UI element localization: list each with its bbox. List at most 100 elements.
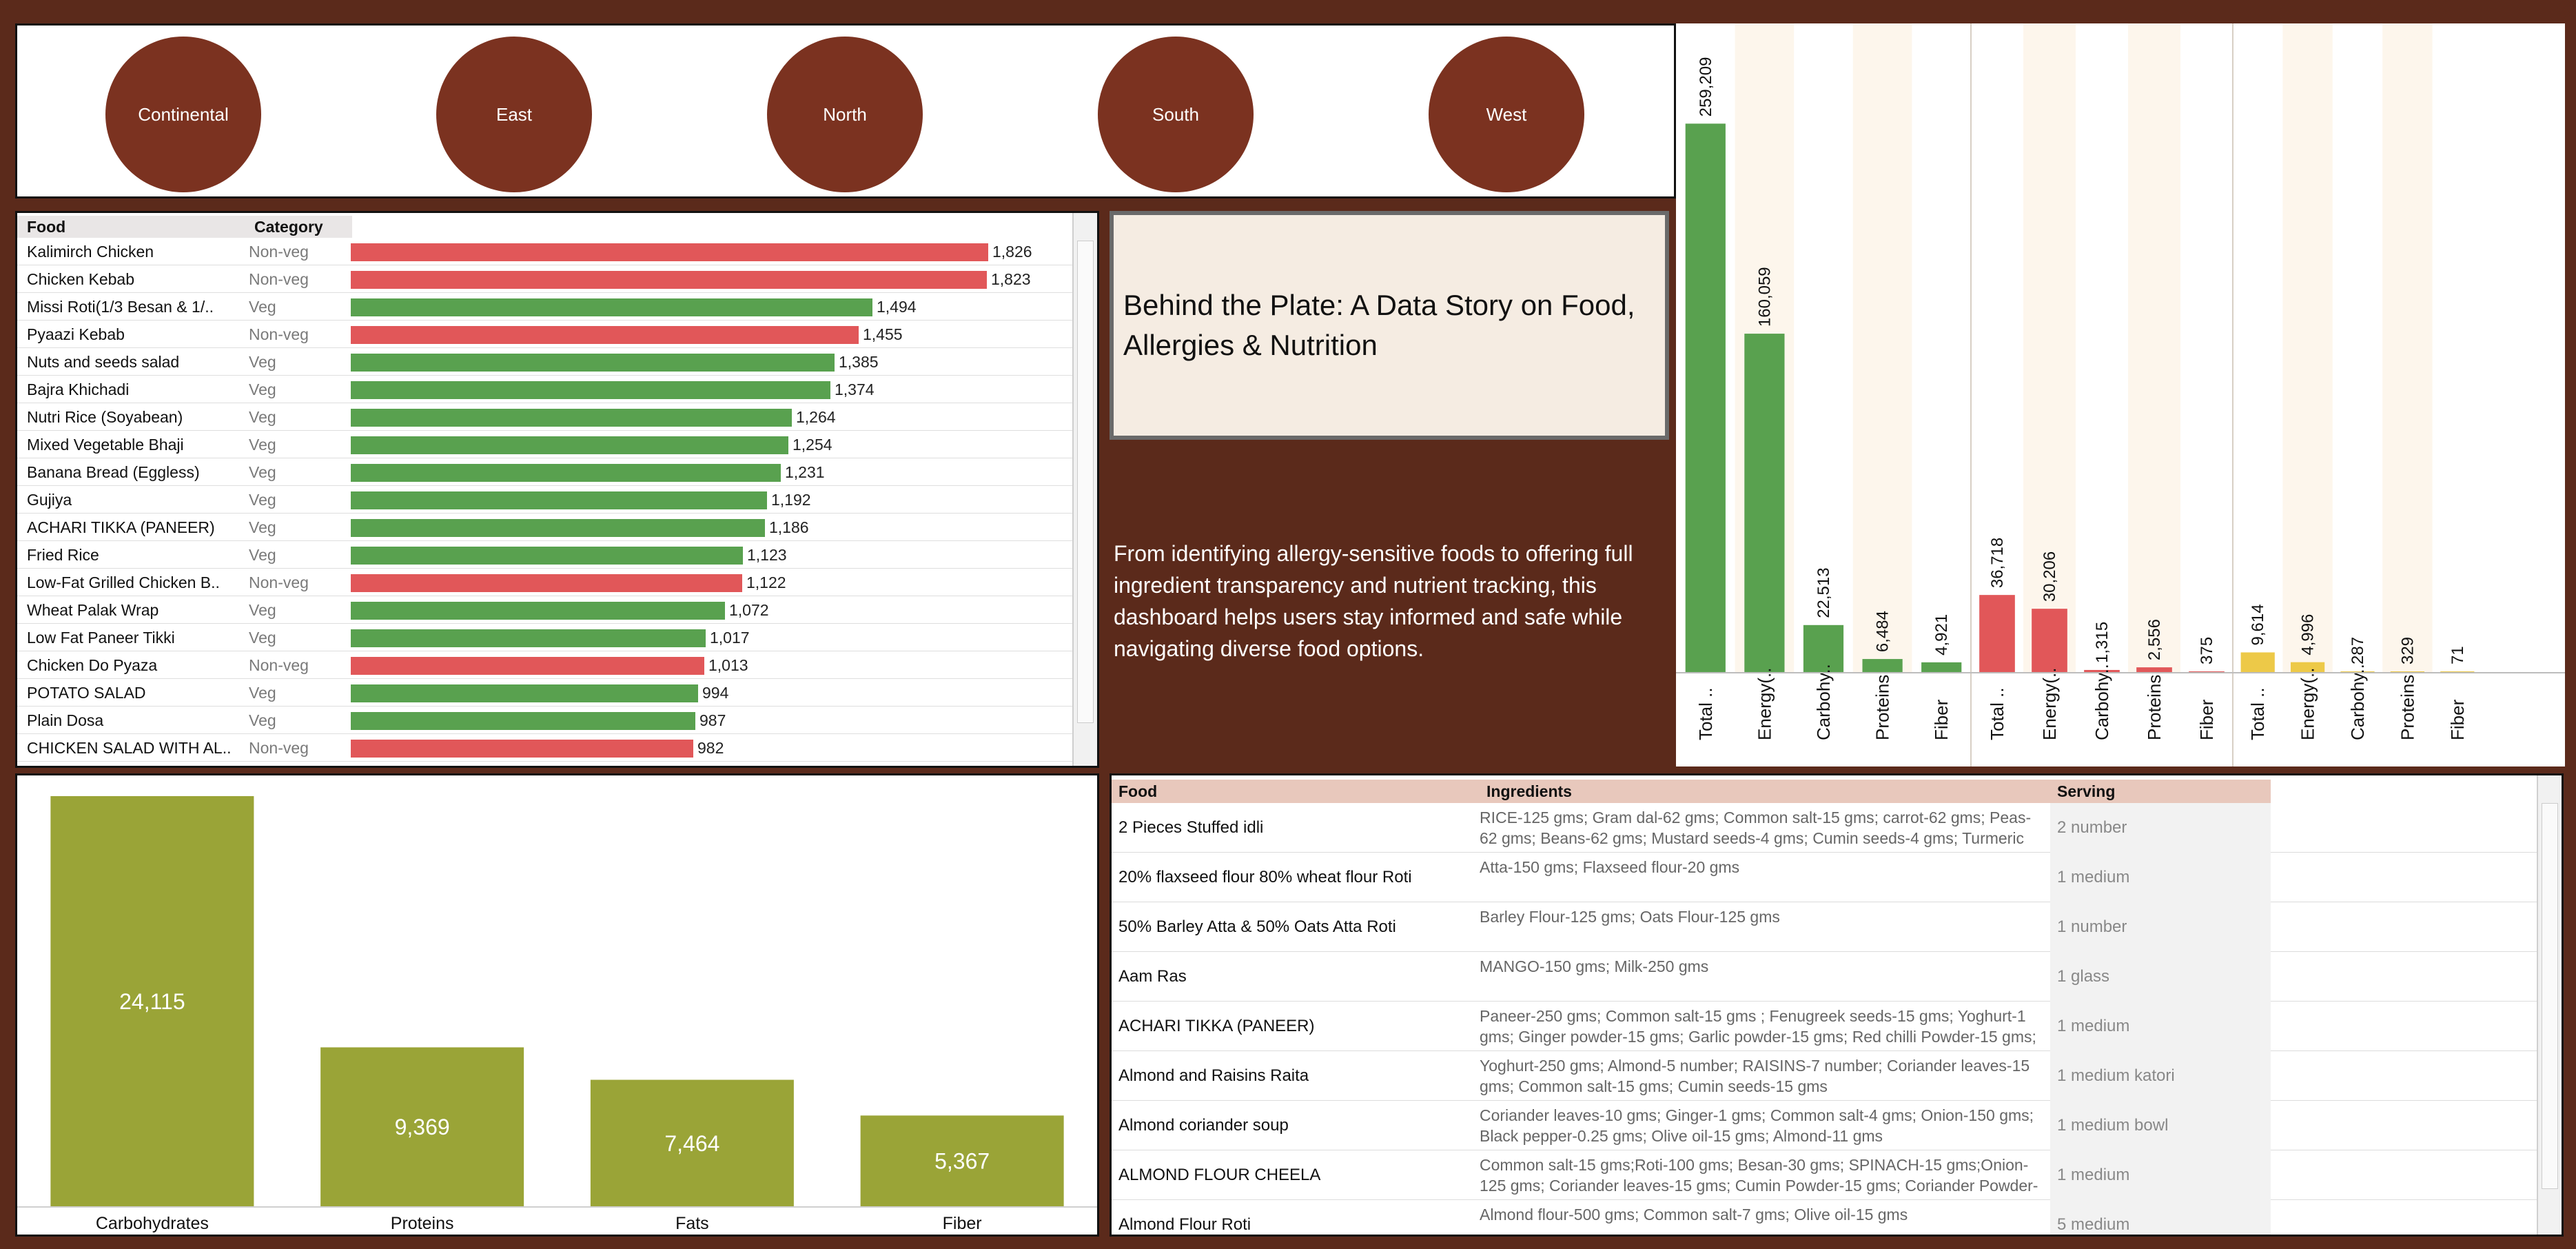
ingredients-row[interactable]: ALMOND FLOUR CHEELA Common salt-15 gms;Ro… — [1112, 1150, 2541, 1200]
ingredients-row[interactable]: 50% Barley Atta & 50% Oats Atta Roti Barl… — [1112, 902, 2541, 952]
ranking-bar[interactable] — [351, 629, 706, 647]
macro-bar[interactable] — [860, 1115, 1064, 1207]
ranking-bar[interactable] — [351, 298, 872, 316]
ranking-scrollbar[interactable] — [1072, 213, 1097, 766]
ranking-row[interactable]: Fried Rice Veg 1,123 — [17, 541, 1076, 569]
ranking-row[interactable]: Wheat Palak Wrap Veg 1,072 — [17, 596, 1076, 624]
ranking-category: Non-veg — [249, 656, 309, 674]
ranking-food-name: Banana Bread (Eggless) — [27, 463, 200, 481]
ranking-row[interactable]: Banana Bread (Eggless) Veg 1,231 — [17, 458, 1076, 486]
ranking-value-label: 1,374 — [835, 380, 875, 398]
region-continental[interactable]: Continental — [105, 37, 261, 192]
nutrient-bar[interactable] — [2136, 667, 2172, 673]
ranking-bar[interactable] — [351, 354, 835, 372]
nutrient-category-label: Carbohy.. — [2347, 664, 2368, 740]
nutrient-category-label: Energy(.. — [2039, 668, 2060, 741]
nutrient-bar[interactable] — [1979, 595, 2015, 673]
macro-bar[interactable] — [320, 1047, 524, 1207]
ranking-food-name: Nutri Rice (Soyabean) — [27, 408, 183, 426]
ing-ingredients-text: Atta-150 gms; Flaxseed flour-20 gms — [1480, 858, 1740, 876]
ranking-row[interactable]: ACHARI TIKKA (PANEER) Veg 1,186 — [17, 514, 1076, 541]
ranking-bar[interactable] — [351, 547, 743, 565]
nutrient-bar[interactable] — [2240, 652, 2275, 673]
ranking-bar[interactable] — [351, 740, 693, 758]
ranking-row[interactable]: Nutri Rice (Soyabean) Veg 1,264 — [17, 403, 1076, 431]
ingredients-row[interactable]: Almond Flour Roti Almond flour-500 gms; C… — [1112, 1200, 2541, 1235]
ranking-row[interactable]: Plain Dosa Veg 987 — [17, 707, 1076, 734]
ing-food-header[interactable]: Food — [1112, 780, 1480, 803]
ranking-value-label: 1,072 — [729, 601, 769, 619]
ranking-bar[interactable] — [351, 243, 988, 261]
nutrient-value-label: 375 — [2198, 637, 2216, 664]
ranking-bar[interactable] — [351, 326, 859, 344]
nutrient-bar[interactable] — [2032, 609, 2067, 673]
ranking-row[interactable]: CHICKEN SALAD WITH AL.. Non-veg 982 — [17, 734, 1076, 762]
region-west[interactable]: West — [1429, 37, 1584, 192]
ranking-bar[interactable] — [351, 684, 698, 702]
food-column-header[interactable]: Food — [17, 216, 245, 238]
region-north[interactable]: North — [767, 37, 923, 192]
ingredients-row[interactable]: 2 Pieces Stuffed idli RICE-125 gms; Gram … — [1112, 803, 2541, 853]
ranking-value-label: 982 — [697, 739, 724, 757]
ranking-category: Veg — [249, 684, 276, 702]
ranking-bar[interactable] — [351, 381, 830, 399]
ranking-bar[interactable] — [351, 574, 742, 592]
nutrient-bar[interactable] — [2290, 662, 2325, 673]
ingredients-row[interactable]: Almond coriander soup Coriander leaves-10… — [1112, 1101, 2541, 1150]
ranking-bar[interactable] — [351, 602, 725, 620]
nutrient-bar[interactable] — [2084, 669, 2120, 673]
ing-ingredients-text: Almond flour-500 gms; Common salt-7 gms;… — [1480, 1206, 1908, 1223]
ranking-row[interactable]: POTATO SALAD Veg 994 — [17, 679, 1076, 707]
nutrient-bar[interactable] — [1744, 334, 1785, 673]
ranking-row[interactable]: Chicken Do Pyaza Non-veg 1,013 — [17, 651, 1076, 679]
ranking-row[interactable]: Low Fat Paneer Tikki Veg 1,017 — [17, 624, 1076, 651]
nutrient-bar[interactable] — [1685, 123, 1726, 673]
ranking-bar[interactable] — [351, 464, 781, 482]
ranking-scroll-thumb[interactable] — [1077, 241, 1094, 723]
nutrient-category-label: Proteins — [2397, 675, 2417, 740]
region-south[interactable]: South — [1098, 37, 1254, 192]
ranking-value-label: 1,455 — [863, 325, 903, 343]
ranking-bar[interactable] — [351, 519, 765, 537]
ingredients-row[interactable]: Aam Ras MANGO-150 gms; Milk-250 gms 1 glas… — [1112, 952, 2541, 1002]
ranking-bar[interactable] — [351, 657, 704, 675]
ranking-bar[interactable] — [351, 712, 695, 730]
ranking-food-name: ACHARI TIKKA (PANEER) — [27, 518, 215, 536]
ingredients-row[interactable]: 20% flaxseed flour 80% wheat flour Roti A… — [1112, 853, 2541, 902]
macro-bar[interactable] — [50, 796, 254, 1207]
ranking-bar[interactable] — [351, 436, 788, 454]
ranking-row[interactable]: Chicken Kebab Non-veg 1,823 — [17, 265, 1076, 293]
ing-food-name: ALMOND FLOUR CHEELA — [1118, 1166, 1321, 1184]
ranking-bar[interactable] — [351, 271, 987, 289]
ranking-food-name: Chicken Do Pyaza — [27, 656, 158, 674]
ranking-row[interactable]: Low-Fat Grilled Chicken B.. Non-veg 1,122 — [17, 569, 1076, 596]
ranking-row[interactable]: Missi Roti(1/3 Besan & 1/.. Veg 1,494 — [17, 293, 1076, 321]
ranking-row[interactable]: Bajra Khichadi Veg 1,374 — [17, 376, 1076, 403]
nutrient-category-label: Fiber — [2196, 699, 2217, 740]
nutrient-value-label: 259,209 — [1697, 57, 1715, 117]
ranking-row[interactable]: Gujiya Veg 1,192 — [17, 486, 1076, 514]
ingredients-row[interactable]: ACHARI TIKKA (PANEER) Paneer-250 gms; Com… — [1112, 1002, 2541, 1051]
ranking-bar[interactable] — [351, 491, 767, 509]
ranking-row[interactable]: Mixed Vegetable Bhaji Veg 1,254 — [17, 431, 1076, 458]
nutrient-bar[interactable] — [1921, 662, 1962, 673]
nutrient-bar[interactable] — [1803, 624, 1844, 673]
ranking-bar[interactable] — [351, 409, 792, 427]
ingredients-scroll-thumb[interactable] — [2542, 803, 2558, 1189]
region-east[interactable]: East — [436, 37, 592, 192]
ingredients-row[interactable]: Almond and Raisins Raita Yoghurt-250 gms;… — [1112, 1051, 2541, 1101]
ranking-food-name: Mixed Vegetable Bhaji — [27, 436, 184, 454]
nutrient-value-label: 4,996 — [2299, 614, 2318, 656]
ing-serving-header[interactable]: Serving — [2050, 780, 2271, 803]
category-column-header[interactable]: Category — [245, 216, 352, 238]
ranking-row[interactable]: Kalimirch Chicken Non-veg 1,826 — [17, 238, 1076, 265]
nutrient-value-label: 71 — [2449, 646, 2467, 664]
macro-bar[interactable] — [590, 1079, 794, 1207]
ranking-category: Veg — [249, 408, 276, 426]
ing-ingredients-header[interactable]: Ingredients — [1480, 780, 2050, 803]
ranking-row[interactable]: Nuts and seeds salad Veg 1,385 — [17, 348, 1076, 376]
ranking-row[interactable]: Pyaazi Kebab Non-veg 1,455 — [17, 321, 1076, 348]
ingredients-scrollbar[interactable] — [2537, 775, 2562, 1235]
nutrient-bar[interactable] — [1862, 659, 1903, 673]
column-band — [2382, 23, 2433, 673]
